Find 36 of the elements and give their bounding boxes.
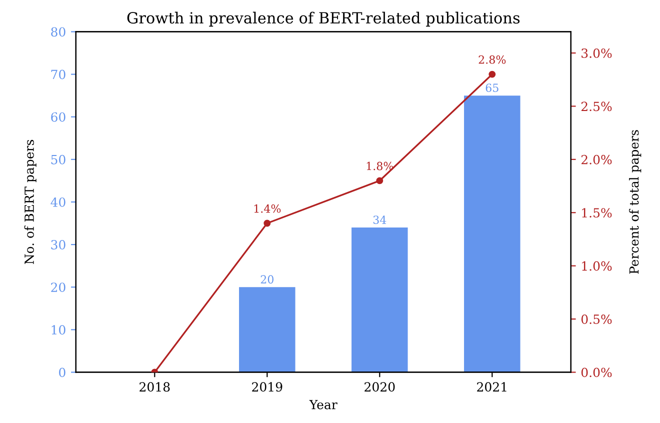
y-tick-label: 40 xyxy=(50,197,66,207)
x-tick-label: 2020 xyxy=(364,382,395,392)
bar xyxy=(464,96,520,372)
y-tick-label: 10 xyxy=(52,325,66,335)
y2-tick-label: 0.5% xyxy=(581,314,612,324)
x-axis-title: Year xyxy=(309,400,338,410)
y-tick-label: 70 xyxy=(51,70,66,80)
data-label: 1.8% xyxy=(366,162,394,170)
x-tick-label: 2018 xyxy=(140,382,170,392)
y-tick-label: 50 xyxy=(51,154,66,164)
y-tick-label: 0 xyxy=(59,368,66,378)
y-axis-title: No. of BERT papers xyxy=(24,140,36,264)
y-tick-label: 60 xyxy=(51,112,66,122)
y2-tick-label: 1.5% xyxy=(582,208,612,218)
y-tick-label: 30 xyxy=(51,240,66,250)
data-label: 1.4% xyxy=(254,204,281,213)
chart-title: Growth in prevalence of BERT-related publications xyxy=(127,12,520,27)
data-label: 20 xyxy=(260,275,274,284)
point xyxy=(376,177,384,184)
bar xyxy=(352,228,408,372)
y-tick-label: 20 xyxy=(51,282,66,292)
x-tick-label: 2019 xyxy=(252,382,282,392)
data-label: 2.8% xyxy=(478,55,506,64)
point xyxy=(488,70,496,78)
bar xyxy=(239,287,296,372)
y2-tick-label: 3.0% xyxy=(582,48,612,58)
point xyxy=(264,220,271,227)
y2-tick-label: 1.0% xyxy=(582,261,612,271)
y2-axis-title: Percent of total papers xyxy=(629,130,642,274)
data-label: 65 xyxy=(486,84,498,92)
y2-tick-label: 2.5% xyxy=(581,102,612,112)
y-tick-label: 80 xyxy=(51,27,66,37)
y2-tick-label: 2.0% xyxy=(581,154,612,164)
data-label: 34 xyxy=(373,216,386,224)
y2-tick-label: 0.0% xyxy=(581,368,612,378)
x-tick-label: 2021 xyxy=(477,382,506,392)
